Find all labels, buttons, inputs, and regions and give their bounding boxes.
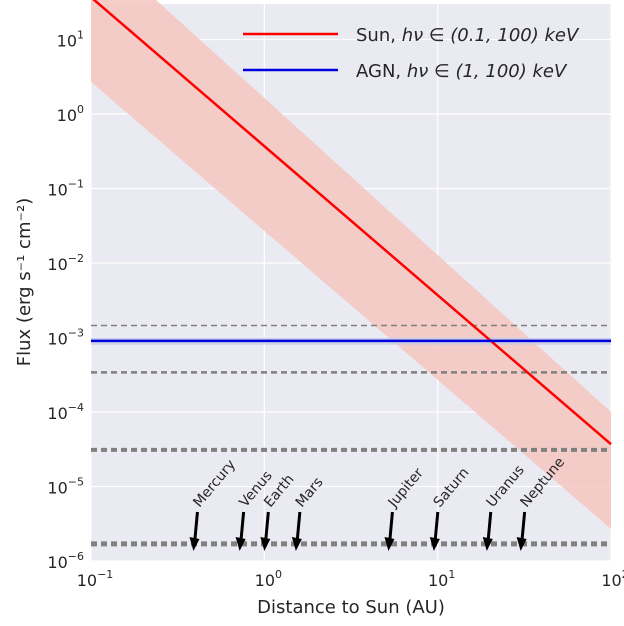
y-tick-label: 10−5 <box>47 476 84 498</box>
annotation-arrow <box>264 511 270 540</box>
annotation-arrow <box>433 511 440 540</box>
y-axis-label: Flux (erg s⁻¹ cm⁻²) <box>14 198 35 366</box>
annotation-arrow <box>239 511 246 540</box>
annotation-arrowhead <box>482 537 493 551</box>
y-tick-label: 101 <box>57 29 84 51</box>
annotation-arrowhead <box>384 537 395 551</box>
annotation-arrowhead <box>235 537 246 551</box>
annotation-arrowhead <box>291 537 302 551</box>
y-tick-label: 10−6 <box>47 550 84 572</box>
legend-label: Sun, hν ∈ (0.1, 100) keV <box>356 25 580 46</box>
series-lines <box>91 0 612 446</box>
y-axis-ticks: 10−6 10−5 10−4 10−3 10−2 10−1 100 101 <box>47 29 84 572</box>
annotation-arrowhead <box>189 537 200 551</box>
legend-label: AGN, hν ∈ (1, 100) keV <box>356 61 568 82</box>
y-tick-label: 10−4 <box>47 401 84 423</box>
y-tick-label: 100 <box>57 103 84 125</box>
reference-lines <box>91 324 611 547</box>
annotation-arrow <box>193 511 199 540</box>
annotation-arrow <box>486 511 493 540</box>
annotation-arrow <box>295 511 302 540</box>
x-axis-ticks: 10−1 100 101 102 <box>77 568 624 590</box>
x-tick-label: 101 <box>428 568 455 590</box>
y-tick-label: 10−3 <box>47 327 84 349</box>
x-tick-label: 10−1 <box>77 568 114 590</box>
series-band <box>91 0 611 529</box>
legend: Sun, hν ∈ (0.1, 100) keV AGN, hν ∈ (1, 10… <box>243 25 580 82</box>
y-tick-label: 10−1 <box>47 178 84 200</box>
y-tick-label: 10−2 <box>47 252 84 274</box>
x-tick-label: 100 <box>255 568 282 590</box>
annotation-arrowhead <box>260 537 271 551</box>
annotation-arrowhead <box>516 537 527 551</box>
x-axis-label: Distance to Sun (AU) <box>257 597 445 618</box>
x-tick-label: 102 <box>601 568 624 590</box>
annotation-arrow <box>520 511 527 540</box>
annotation-arrowhead <box>429 537 440 551</box>
series-line <box>92 0 612 446</box>
annotation-arrow <box>388 511 394 540</box>
